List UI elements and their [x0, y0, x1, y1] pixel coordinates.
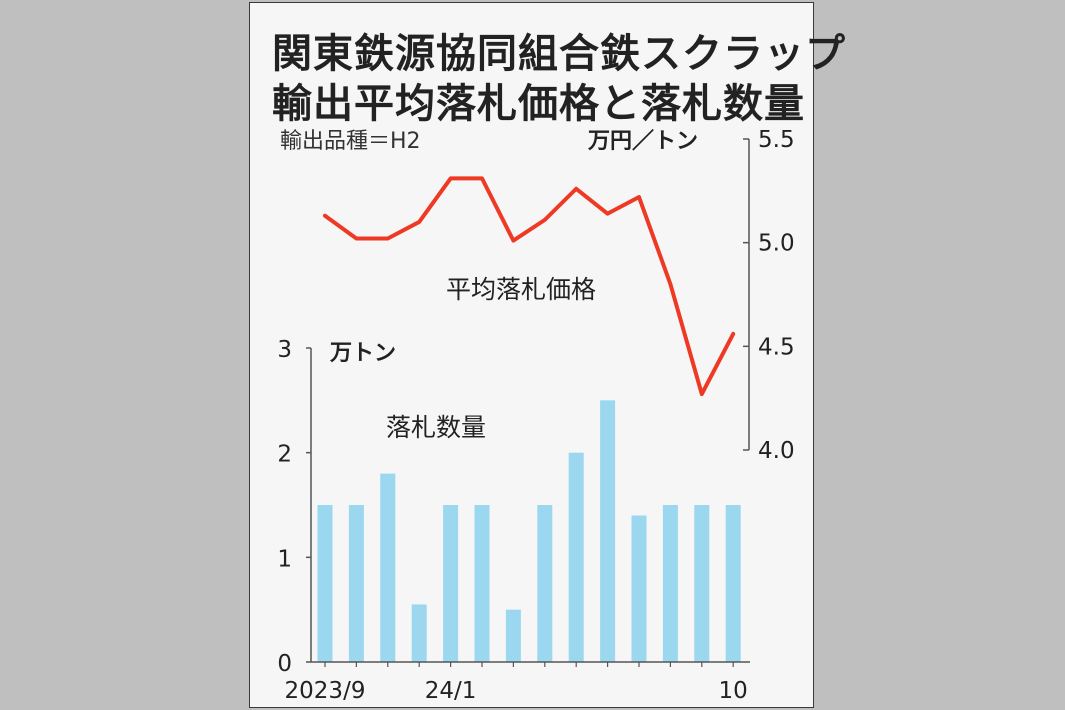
quantity-bar — [568, 452, 584, 662]
quantity-series-label: 落札数量 — [386, 413, 486, 442]
x-axis-tick-label: 2023/9 — [285, 678, 366, 704]
quantity-bar — [505, 609, 521, 662]
price-unit-label: 万円／トン — [587, 129, 698, 154]
price-point — [605, 211, 610, 216]
chart-panel: 関東鉄源協同組合鉄スクラップ 輸出平均落札価格と落札数量 輸出品種＝H2 万円／… — [249, 2, 845, 708]
price-point — [511, 238, 516, 243]
quantity-bar — [537, 505, 553, 662]
left-axis-tick-label: 0 — [277, 651, 292, 677]
price-point — [637, 195, 641, 199]
chart-title-line-2: 輸出平均落札価格と落札数量 — [272, 81, 805, 127]
left-axis-tick-label: 1 — [277, 546, 292, 572]
price-point — [448, 176, 453, 181]
chart-title-line-1: 関東鉄源協同組合鉄スクラップ — [272, 31, 846, 77]
right-axis-tick-label: 5.5 — [758, 127, 795, 153]
subtitle: 輸出品種＝H2 — [280, 129, 421, 154]
right-axis-tick-label: 5.0 — [758, 231, 795, 257]
price-point — [386, 236, 390, 241]
left-axis-tick-label: 3 — [277, 337, 292, 363]
price-line — [323, 176, 736, 397]
quantity-unit-label: 万トン — [329, 341, 396, 366]
quantity-bar — [694, 505, 710, 662]
quantity-bar — [631, 515, 647, 662]
price-point — [731, 332, 735, 336]
price-point — [574, 186, 578, 191]
price-point — [543, 218, 547, 222]
x-axis-tick-label: 10 — [719, 678, 748, 704]
quantity-bar — [662, 505, 678, 662]
price-point — [700, 392, 704, 396]
price-point — [417, 220, 421, 224]
quantity-bar — [317, 505, 333, 662]
chart-svg: 輸出品種＝H2 万円／トン 万トン 平均落札価格 落札数量 0 1 2 3 2023/9… — [277, 127, 794, 704]
left-axis-tick-label: 2 — [277, 442, 292, 468]
price-series-label: 平均落札価格 — [446, 275, 596, 304]
quantity-bar — [725, 505, 741, 662]
quantity-bar — [443, 505, 459, 662]
axes-layer — [306, 138, 750, 667]
tick-labels-layer: 0 1 2 3 2023/9 24/1 10 4.0 4.5 5.0 5.5 — [277, 127, 794, 704]
quantity-bar — [411, 604, 427, 662]
quantity-bar — [380, 473, 396, 662]
quantity-bar — [474, 505, 490, 662]
price-point — [668, 282, 673, 286]
bars-layer — [317, 400, 741, 662]
price-point — [354, 236, 359, 241]
price-point — [323, 213, 327, 218]
x-axis-tick-label: 24/1 — [425, 678, 477, 704]
line-layer — [323, 176, 736, 397]
right-axis-tick-label: 4.5 — [758, 334, 795, 360]
quantity-bar — [348, 505, 364, 662]
quantity-bar — [600, 400, 616, 662]
price-point — [480, 176, 484, 181]
right-axis-tick-label: 4.0 — [758, 438, 795, 464]
